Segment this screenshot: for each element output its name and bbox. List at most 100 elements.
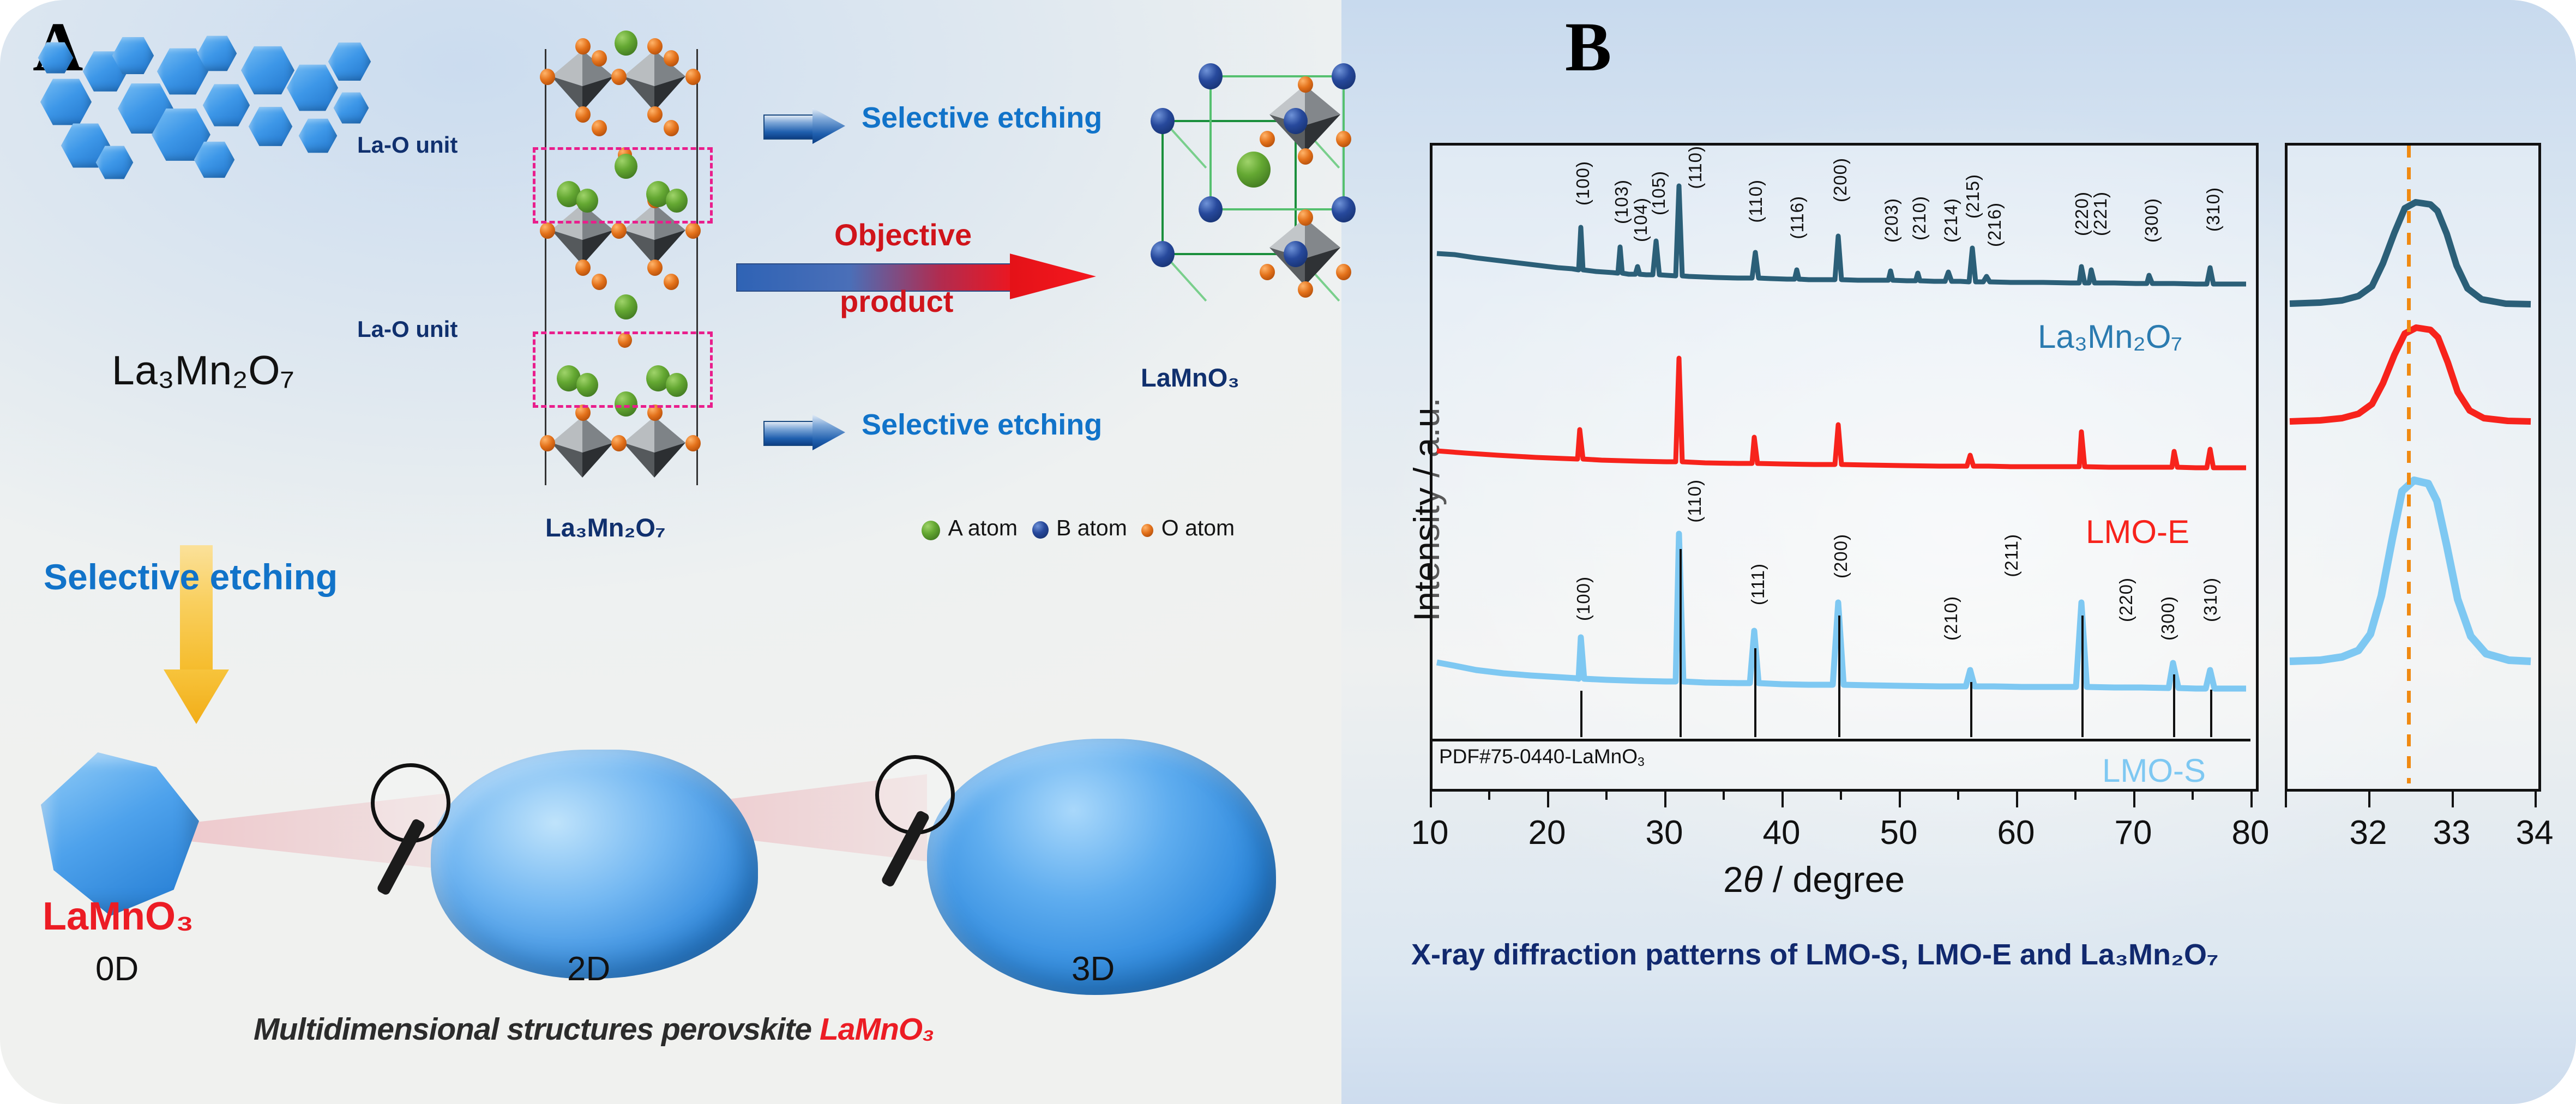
objective-product-label-line2: product — [840, 284, 954, 318]
curve-lmo-s — [1436, 530, 2246, 692]
pdf-stick — [1580, 691, 1582, 737]
morphology-3d-flower — [927, 739, 1276, 995]
legend-label-o: O atom — [1161, 515, 1235, 540]
product-structure-formula-label: LaMnO₃ — [1141, 363, 1240, 392]
inset-curve-lmo-s — [2289, 476, 2531, 665]
hkl-label: (300) — [2158, 596, 2178, 641]
hkl-label: (105) — [1648, 171, 1669, 216]
hkl-label: (221) — [2090, 191, 2110, 237]
x-tick-label: 30 — [1645, 814, 1683, 852]
inset-x-tick-label: 32 — [2349, 814, 2387, 852]
morphology-dim-0d: 0D — [95, 950, 139, 988]
curve-label-lmo-s: LMO-S — [2102, 752, 2206, 789]
x-tick-label: 40 — [1762, 814, 1801, 852]
selective-etching-top-label: Selective etching — [862, 101, 1103, 134]
la-o-unit-box-bottom — [533, 331, 713, 408]
hkl-label: (100) — [1573, 576, 1593, 622]
inset-curve-la3mn2o7 — [2289, 199, 2531, 307]
xrd-curves — [1436, 183, 2246, 692]
a-atom-icon — [922, 521, 940, 540]
hkl-label: (110) — [1684, 479, 1705, 523]
pdf-stick — [2081, 616, 2084, 737]
hkl-label: (203) — [1881, 198, 1901, 243]
pdf-stick — [1754, 648, 1756, 737]
precursor-particle-cloud — [30, 30, 379, 210]
b-atom-icon — [1032, 521, 1049, 539]
o-atom-icon — [1141, 524, 1154, 537]
hkl-label: (211) — [2001, 534, 2021, 577]
selective-etching-arrow-bottom-icon — [763, 414, 845, 450]
hkl-label: (214) — [1941, 198, 1961, 243]
legend-label-b: B atom — [1056, 515, 1127, 540]
precursor-formula-label: La₃Mn₂O₇ — [112, 347, 295, 393]
inset-curve-lmo-e — [2289, 324, 2531, 425]
hkl-label: (310) — [2203, 187, 2223, 232]
hkl-label: (210) — [1909, 196, 1929, 241]
inset-x-tick-label: 33 — [2433, 814, 2471, 852]
hkl-label: (220) — [2116, 577, 2136, 623]
curve-label-lmo-e: LMO-E — [2086, 514, 2190, 550]
hkl-label: (111) — [1748, 563, 1768, 606]
selective-etching-left-label: Selective etching — [44, 557, 338, 597]
objective-product-label-line1: Objective — [834, 218, 972, 252]
hkl-label: (100) — [1573, 161, 1593, 206]
morphology-2d-sheet — [431, 750, 758, 979]
hkl-label: (210) — [1941, 596, 1961, 641]
pdf-card-label: PDF#75-0440-LaMnO3 — [1439, 745, 1645, 769]
hkl-label: (116) — [1787, 196, 1807, 239]
pdf-stick — [1970, 682, 1972, 737]
la-o-unit-box-top — [533, 147, 713, 224]
x-tick-label: 70 — [2114, 814, 2152, 852]
morphology-dim-2d: 2D — [567, 950, 611, 988]
curve-la3mn2o7 — [1436, 183, 2246, 287]
panel-b-caption: X-ray diffraction patterns of LMO-S, LMO… — [1411, 938, 2219, 971]
curve-label-la3mn2o7: La₃Mn₂O₇ — [2038, 318, 2183, 355]
panel-a: A La₃Mn₂O₇ Sel — [30, 12, 1356, 1047]
hkl-label: (200) — [1830, 158, 1850, 203]
xrd-inset-plot — [2285, 143, 2541, 792]
layered-structure-formula-label: La₃Mn₂O₇ — [545, 513, 666, 542]
hkl-label: (220) — [2072, 191, 2092, 237]
x-tick-label: 10 — [1411, 814, 1449, 852]
hkl-label: (103) — [1611, 179, 1632, 225]
inset-x-tick-label: 34 — [2515, 814, 2554, 852]
panel-b: B Intensity / a.u. (100) (103) (104) (10… — [1347, 0, 2576, 1104]
inset-curves — [2289, 199, 2531, 665]
la-o-unit-label-bottom: La-O unit — [357, 316, 458, 342]
selective-etching-arrow-top-icon — [763, 108, 845, 144]
panel-b-vignette — [1341, 0, 2576, 1104]
xrd-main-plot: (100) (103) (104) (105) (110) (110) (116… — [1430, 143, 2259, 792]
hkl-label: (200) — [1831, 534, 1851, 579]
layered-structure-diagram — [533, 31, 713, 496]
curve-lmo-e — [1436, 355, 2246, 470]
morphology-product-label: LaMnO₃ — [43, 895, 194, 938]
legend-label-a: A atom — [948, 515, 1018, 540]
atom-legend: A atom B atom O atom — [922, 515, 1235, 541]
product-structure-diagram — [1129, 60, 1369, 343]
x-tick-label: 60 — [1997, 814, 2035, 852]
panel-a-caption: Multidimensional structures perovskite L… — [254, 1012, 934, 1047]
objective-product-arrow-icon — [736, 254, 1096, 299]
pdf-stick — [1680, 549, 1682, 737]
x-tick-label: 50 — [1880, 814, 1918, 852]
pdf-stick — [2173, 674, 2175, 737]
pdf-stick — [2210, 690, 2212, 737]
hkl-label: (110) — [1746, 179, 1766, 223]
hkl-label: (300) — [2141, 198, 2162, 243]
x-tick-label: 20 — [1528, 814, 1566, 852]
x-tick-label: 80 — [2231, 814, 2270, 852]
pdf-stick — [1838, 616, 1840, 737]
inset-reference-line — [2407, 146, 2411, 783]
hkl-label: (215) — [1963, 174, 1983, 219]
hkl-label: (310) — [2200, 577, 2220, 623]
hkl-label: (216) — [1984, 202, 2005, 248]
gold-down-arrow-icon — [164, 545, 229, 725]
x-axis-label: 2θ / degree — [1723, 859, 1905, 900]
morphology-dim-3d: 3D — [1072, 950, 1115, 988]
panel-b-letter: B — [1565, 8, 1612, 86]
morphology-0d-particle — [41, 752, 199, 916]
selective-etching-bottom-label: Selective etching — [862, 408, 1103, 441]
la-o-unit-label-top: La-O unit — [357, 132, 458, 158]
pdf-card-divider — [1433, 739, 2250, 741]
